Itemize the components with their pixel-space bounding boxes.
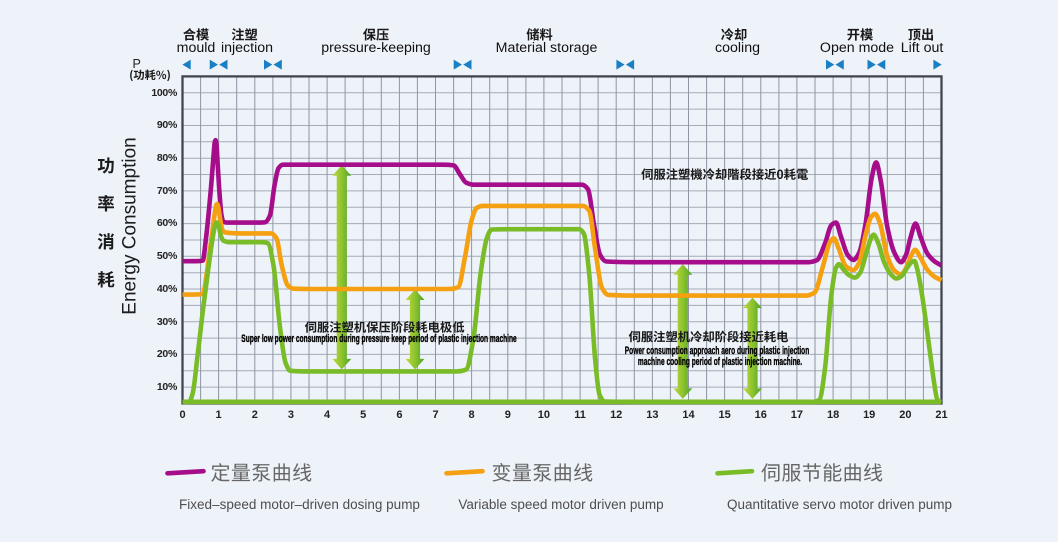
svg-text:Energy Consumption: Energy Consumption	[120, 137, 141, 314]
